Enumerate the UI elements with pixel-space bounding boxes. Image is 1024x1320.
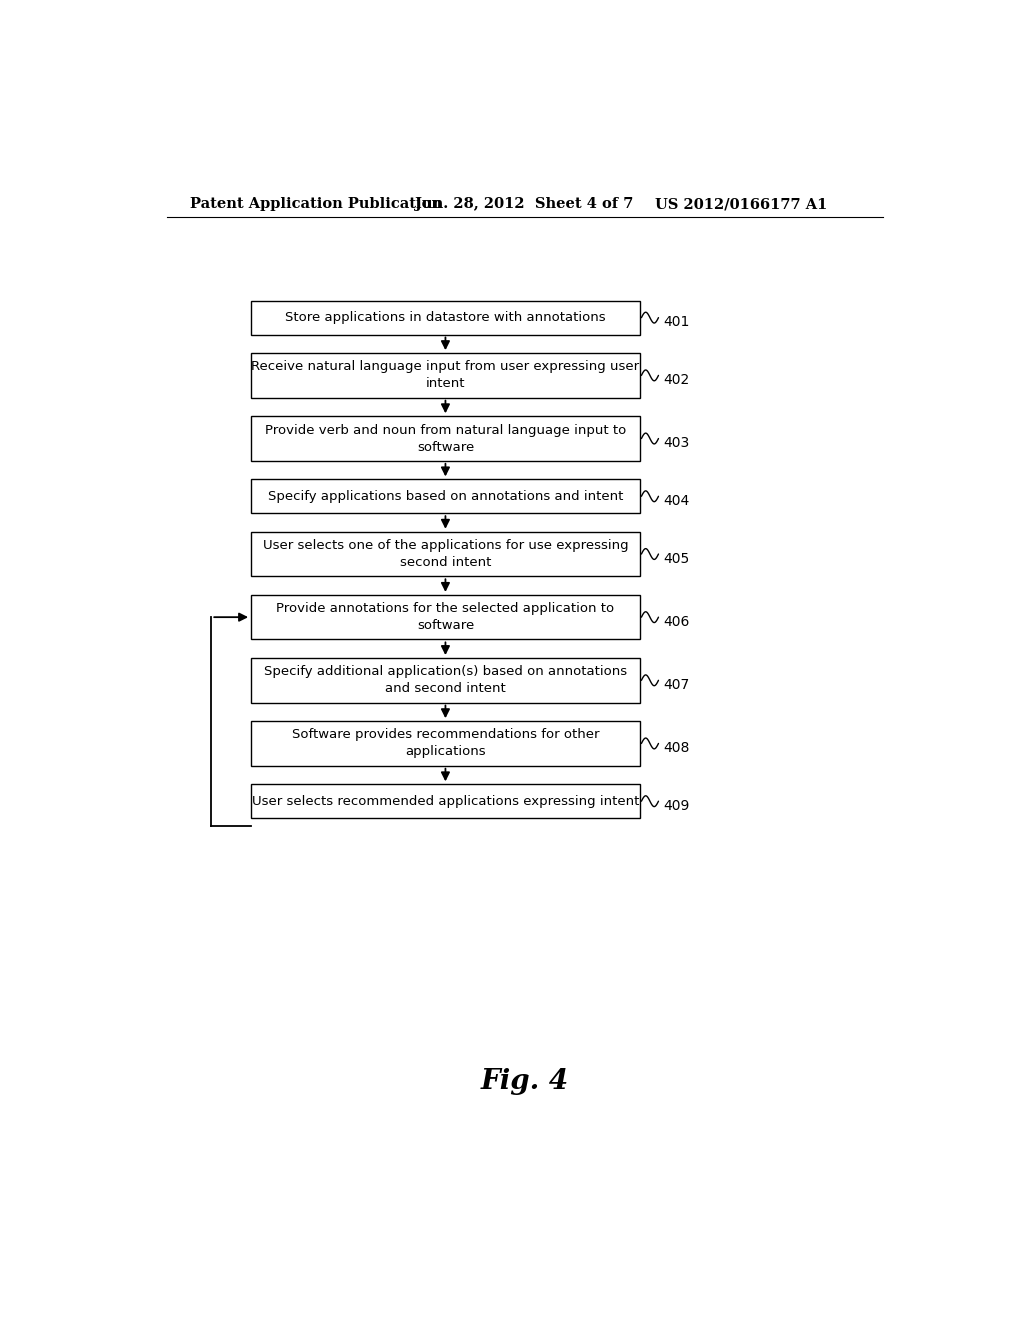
Text: Provide verb and noun from natural language input to
software: Provide verb and noun from natural langu… — [265, 424, 626, 454]
Text: User selects one of the applications for use expressing
second intent: User selects one of the applications for… — [262, 539, 629, 569]
Text: 407: 407 — [664, 678, 689, 692]
FancyBboxPatch shape — [251, 784, 640, 818]
Text: Receive natural language input from user expressing user
intent: Receive natural language input from user… — [251, 360, 640, 391]
FancyBboxPatch shape — [251, 352, 640, 397]
Text: 406: 406 — [664, 615, 689, 628]
FancyBboxPatch shape — [251, 595, 640, 639]
FancyBboxPatch shape — [251, 721, 640, 766]
Text: 402: 402 — [664, 374, 689, 387]
Text: Jun. 28, 2012  Sheet 4 of 7: Jun. 28, 2012 Sheet 4 of 7 — [415, 197, 633, 211]
Text: Provide annotations for the selected application to
software: Provide annotations for the selected app… — [276, 602, 614, 632]
FancyBboxPatch shape — [251, 479, 640, 513]
FancyBboxPatch shape — [251, 657, 640, 702]
Text: Store applications in datastore with annotations: Store applications in datastore with ann… — [285, 312, 606, 325]
Text: US 2012/0166177 A1: US 2012/0166177 A1 — [655, 197, 827, 211]
FancyBboxPatch shape — [251, 532, 640, 577]
Text: 403: 403 — [664, 436, 689, 450]
Text: User selects recommended applications expressing intent: User selects recommended applications ex… — [252, 795, 639, 808]
Text: 401: 401 — [664, 315, 689, 329]
Text: 405: 405 — [664, 552, 689, 566]
Text: Specify additional application(s) based on annotations
and second intent: Specify additional application(s) based … — [264, 665, 627, 696]
Text: 408: 408 — [664, 741, 689, 755]
FancyBboxPatch shape — [251, 301, 640, 334]
FancyBboxPatch shape — [251, 416, 640, 461]
Text: Patent Application Publication: Patent Application Publication — [190, 197, 442, 211]
Text: 404: 404 — [664, 494, 689, 508]
Text: Fig. 4: Fig. 4 — [480, 1068, 569, 1094]
Text: Specify applications based on annotations and intent: Specify applications based on annotation… — [267, 490, 624, 503]
Text: 409: 409 — [664, 799, 689, 813]
Text: Software provides recommendations for other
applications: Software provides recommendations for ot… — [292, 729, 599, 759]
